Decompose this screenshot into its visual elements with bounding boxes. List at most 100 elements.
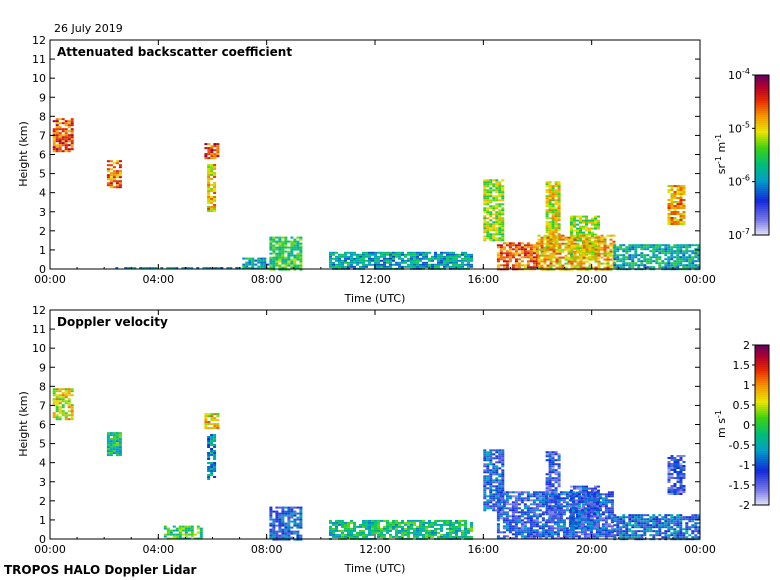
backscatter-data-cell [371,257,374,260]
doppler-data-cell [422,523,425,526]
backscatter-data-cell [483,215,487,218]
backscatter-colorbar-step [755,191,769,194]
backscatter-data-cell [501,239,505,242]
doppler-colorbar-step [755,461,769,464]
backscatter-data-cell [446,253,449,256]
backscatter-data-cell [205,267,209,270]
doppler-data-cell [607,495,611,498]
doppler-data-cell [640,526,644,529]
doppler-data-cell [532,499,536,502]
doppler-data-cell [670,522,674,525]
doppler-data-cell [548,469,552,472]
doppler-data-cell [517,531,521,534]
doppler-colorbar-step [755,427,769,430]
backscatter-data-cell [600,236,604,239]
backscatter-data-cell [437,265,440,268]
doppler-data-cell [368,523,371,526]
backscatter-data-cell [501,227,505,230]
doppler-data-cell [172,535,176,538]
backscatter-data-cell [458,253,461,256]
backscatter-data-cell [398,253,401,256]
backscatter-data-cell [609,254,613,257]
backscatter-data-cell [557,211,561,214]
doppler-data-cell [58,410,62,413]
doppler-data-cell [604,519,608,522]
doppler-data-cell [181,529,185,532]
backscatter-data-cell [676,223,680,225]
backscatter-data-cell [658,256,662,259]
backscatter-data-cell [564,266,568,269]
backscatter-data-cell [210,168,214,170]
doppler-data-cell [637,518,641,521]
backscatter-data-cell [558,260,562,263]
backscatter-data-cell [664,244,668,247]
doppler-data-cell [464,529,467,532]
backscatter-data-cell [548,189,552,192]
doppler-data-cell [517,491,521,494]
doppler-data-cell [443,535,446,538]
backscatter-data-cell [263,265,267,268]
doppler-data-cell [601,499,605,502]
doppler-data-cell [359,529,362,532]
doppler-data-cell [529,537,533,540]
doppler-data-cell [398,525,401,528]
doppler-data-cell [523,517,527,520]
doppler-data-cell [347,525,350,528]
backscatter-data-cell [543,266,547,269]
backscatter-data-cell [673,252,677,255]
doppler-data-cell [580,497,584,500]
doppler-data-cell [622,514,626,517]
backscatter-data-cell [640,244,644,247]
backscatter-data-cell [489,211,493,214]
backscatter-data-cell [594,268,598,271]
doppler-data-cell [628,536,632,539]
doppler-data-cell [568,521,572,524]
backscatter-data-cell [216,151,220,154]
backscatter-data-cell [293,256,297,259]
backscatter-data-cell [413,257,416,260]
doppler-data-cell [213,476,217,478]
backscatter-data-cell [118,184,122,187]
doppler-data-cell [571,537,575,540]
doppler-data-cell [579,487,582,490]
backscatter-data-cell [341,255,344,258]
backscatter-data-cell [486,217,490,220]
doppler-data-cell [517,529,521,532]
doppler-data-cell [184,529,188,532]
backscatter-data-cell [213,186,217,188]
doppler-data-cell [568,531,572,534]
backscatter-data-cell [245,257,249,260]
backscatter-data-cell [272,262,276,265]
doppler-data-cell [495,509,499,512]
backscatter-data-cell [594,240,598,243]
backscatter-colorbar-step [755,101,769,104]
doppler-colorbar-step [755,401,769,404]
doppler-data-cell [508,521,512,524]
doppler-data-cell [548,467,552,470]
doppler-data-cell [501,505,505,508]
doppler-data-cell [483,507,487,510]
backscatter-data-cell [606,234,610,237]
backscatter-data-cell [112,172,116,175]
doppler-data-cell [544,525,548,528]
doppler-data-cell [556,519,560,522]
doppler-data-cell [582,485,585,488]
doppler-data-cell [106,434,110,437]
doppler-data-cell [565,537,569,540]
doppler-data-cell [505,521,509,524]
backscatter-data-cell [549,266,553,269]
doppler-data-cell [464,533,467,536]
doppler-data-cell [335,529,338,532]
backscatter-colorbar-step [755,199,769,202]
backscatter-data-cell [682,207,686,209]
backscatter-data-cell [353,257,356,260]
backscatter-data-cell [407,253,410,256]
doppler-data-cell [589,499,593,502]
backscatter-data-cell [281,246,285,249]
backscatter-data-cell [570,229,573,232]
doppler-data-cell [557,455,561,458]
doppler-data-cell [70,408,74,411]
backscatter-data-cell [389,257,392,260]
backscatter-data-cell [495,229,499,232]
doppler-data-cell [619,536,623,539]
